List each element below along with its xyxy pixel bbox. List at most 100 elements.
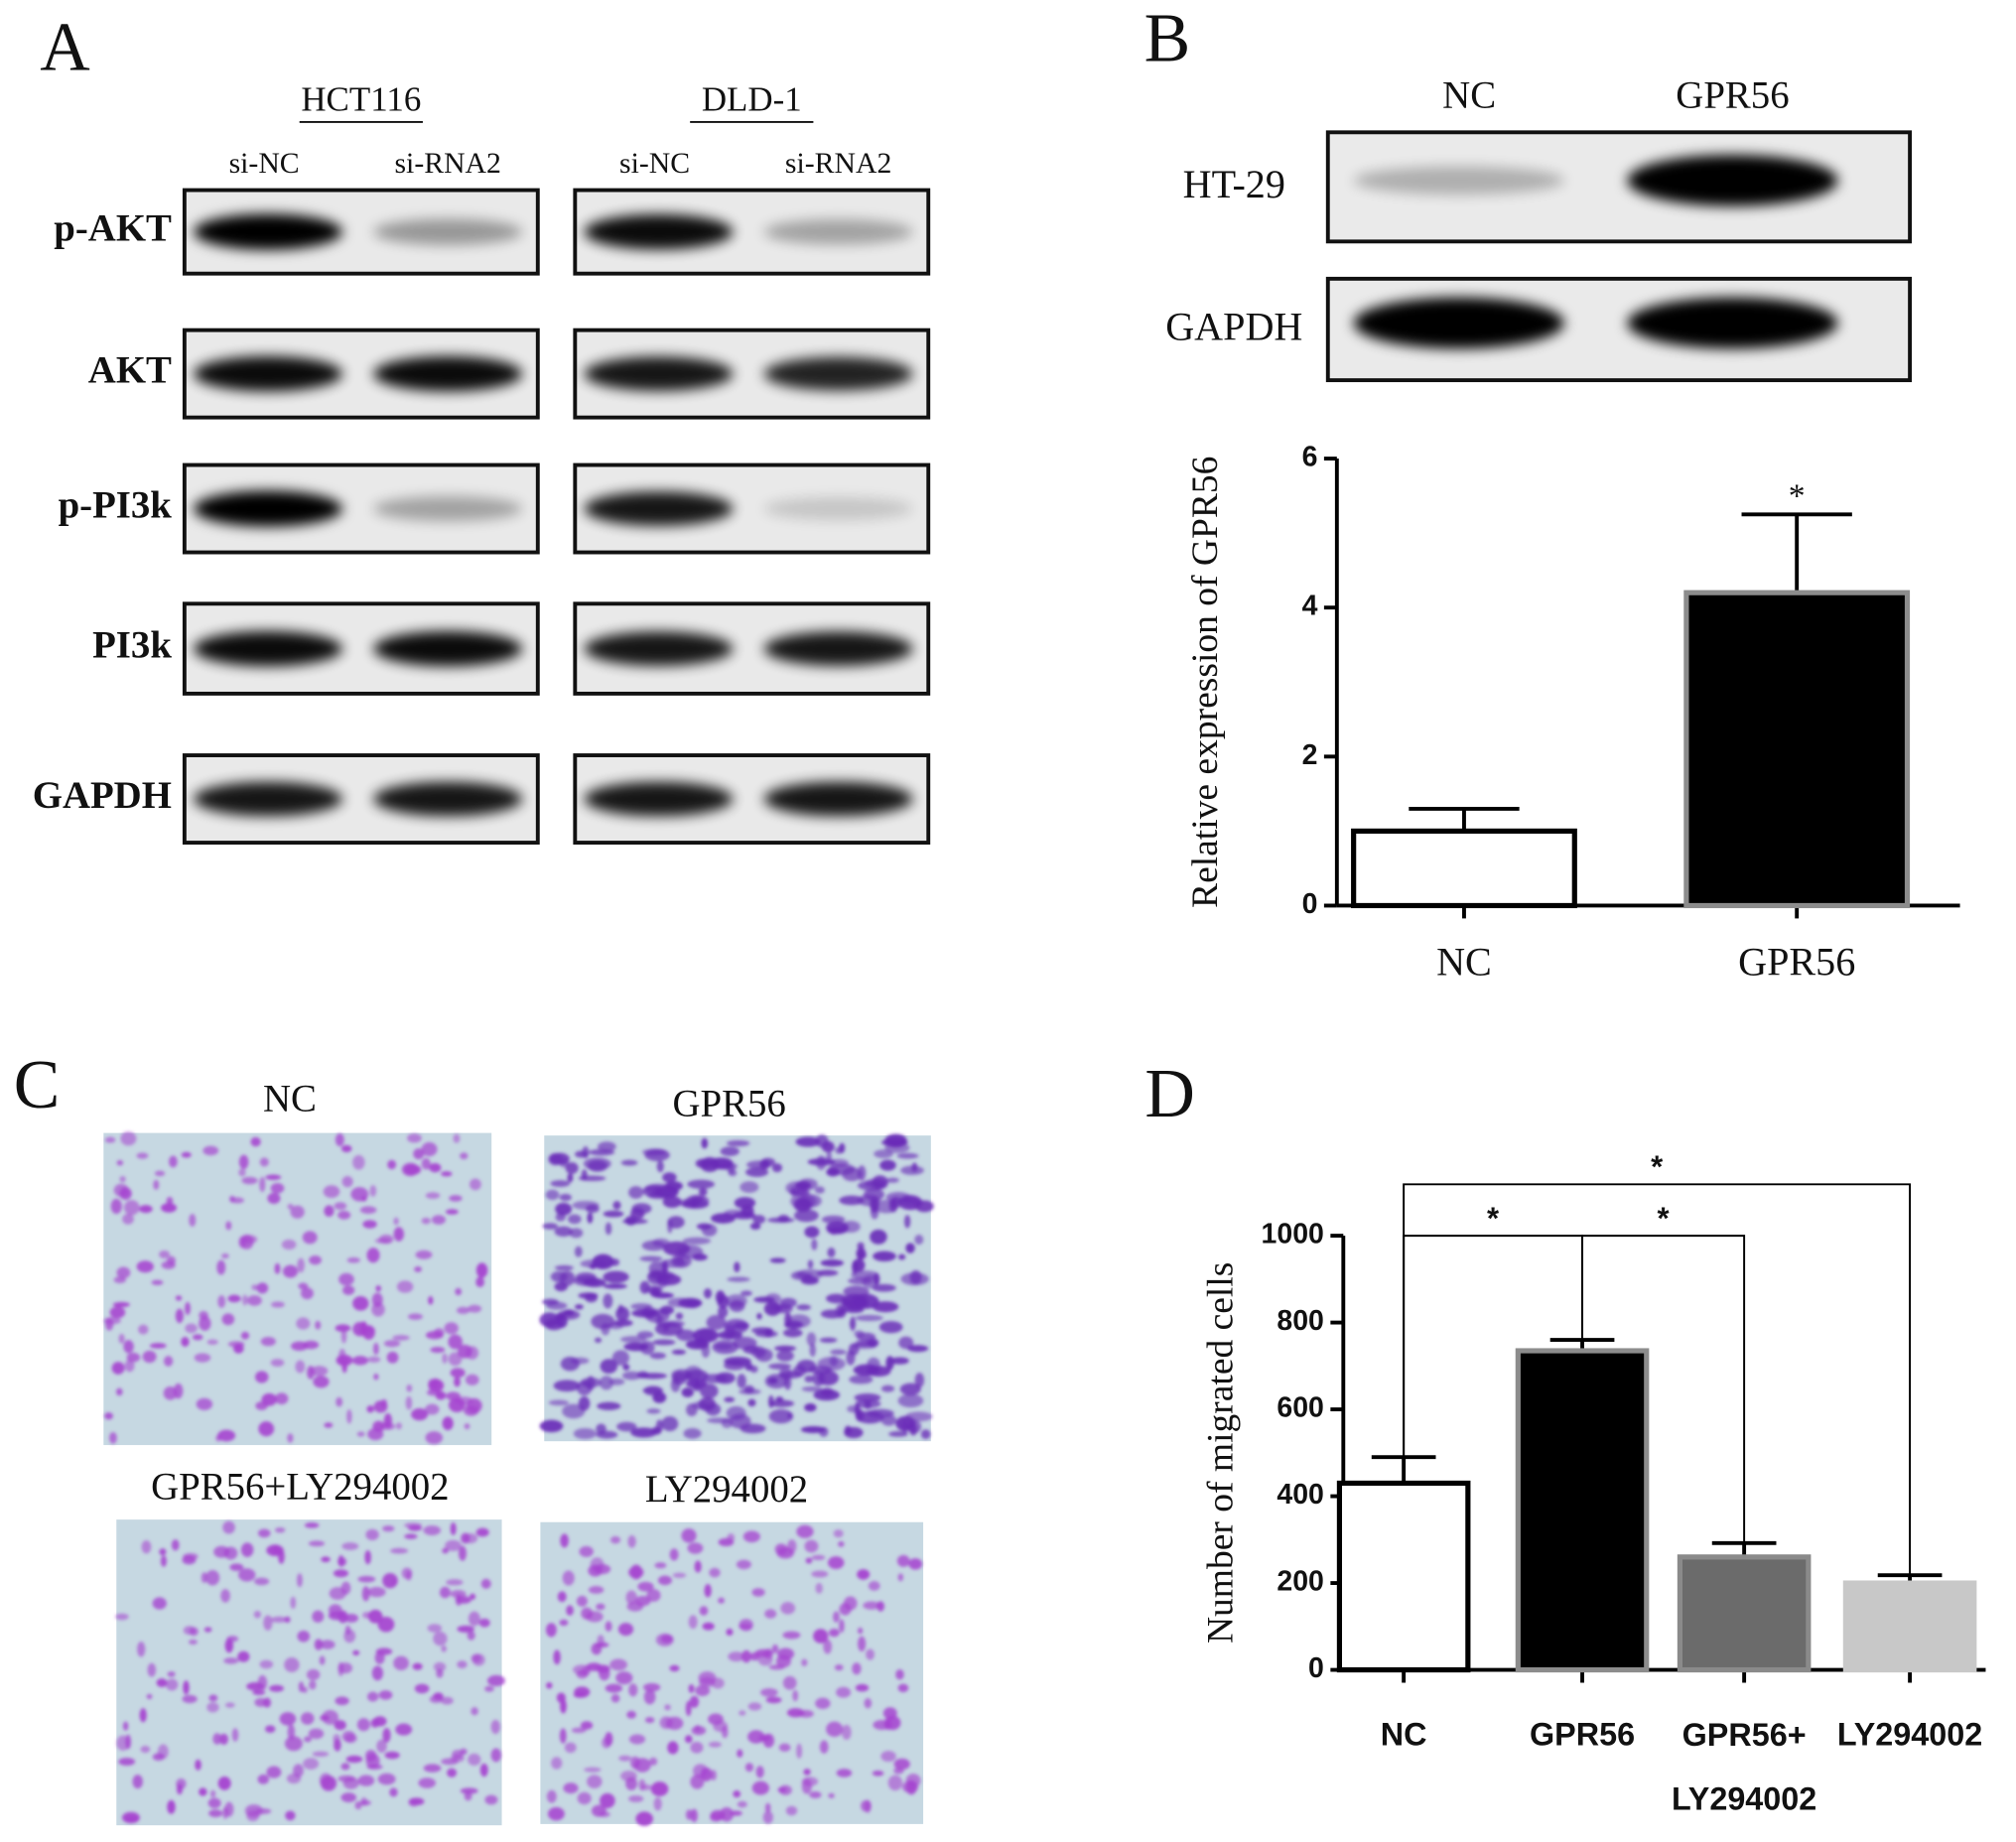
cell bbox=[139, 1708, 147, 1723]
cell bbox=[431, 1215, 446, 1225]
cell bbox=[570, 1357, 590, 1365]
cell bbox=[827, 1556, 845, 1569]
cell bbox=[652, 1238, 670, 1248]
cell bbox=[490, 1719, 500, 1735]
cell bbox=[366, 1405, 374, 1413]
cell bbox=[208, 1694, 218, 1702]
cell bbox=[356, 1718, 370, 1732]
cell bbox=[357, 1575, 376, 1583]
cell bbox=[864, 1697, 873, 1709]
cell bbox=[727, 1163, 736, 1174]
cell bbox=[324, 1422, 334, 1428]
cell bbox=[464, 1405, 479, 1416]
cell bbox=[644, 1183, 673, 1194]
cell bbox=[690, 1808, 698, 1823]
cell bbox=[406, 1384, 413, 1392]
cell bbox=[115, 1387, 123, 1396]
cell bbox=[547, 1806, 565, 1821]
cell bbox=[324, 1205, 335, 1217]
cell bbox=[670, 1378, 681, 1392]
cell bbox=[769, 1399, 795, 1407]
cell bbox=[659, 1716, 673, 1730]
cell bbox=[664, 1704, 671, 1711]
cell bbox=[760, 1687, 778, 1697]
cell bbox=[703, 1288, 713, 1299]
cell bbox=[195, 1759, 202, 1771]
cell bbox=[685, 1809, 693, 1820]
cell bbox=[367, 1691, 379, 1702]
cell bbox=[303, 1340, 320, 1350]
cell bbox=[897, 1253, 906, 1260]
micrograph-cells bbox=[103, 1131, 488, 1445]
cell bbox=[555, 1202, 573, 1216]
cell bbox=[208, 1809, 223, 1817]
cell bbox=[883, 1718, 892, 1730]
cell bbox=[124, 1359, 135, 1373]
cell bbox=[460, 1748, 468, 1756]
cell bbox=[681, 1528, 697, 1543]
cell bbox=[415, 1250, 433, 1259]
cell bbox=[646, 1588, 661, 1602]
cell bbox=[809, 1790, 822, 1798]
cell bbox=[897, 1573, 904, 1582]
cell bbox=[907, 1345, 929, 1353]
cell bbox=[167, 1671, 176, 1677]
cell bbox=[890, 1357, 909, 1365]
cell bbox=[297, 1631, 311, 1643]
cell bbox=[662, 1322, 670, 1332]
cell bbox=[795, 1136, 821, 1147]
cell bbox=[826, 1151, 833, 1161]
cell bbox=[763, 1647, 774, 1659]
cell bbox=[819, 1337, 838, 1344]
cell bbox=[596, 1423, 606, 1434]
cell bbox=[796, 1524, 814, 1538]
cell bbox=[238, 1236, 247, 1249]
cell bbox=[176, 1777, 187, 1789]
cell bbox=[257, 1774, 270, 1784]
cell bbox=[793, 1209, 819, 1223]
cell bbox=[338, 1349, 346, 1364]
x-tick-label: GPR56 bbox=[1530, 1716, 1635, 1752]
x-tick-label: NC bbox=[1381, 1716, 1427, 1752]
cell bbox=[430, 1347, 446, 1354]
cell bbox=[857, 1251, 868, 1259]
cell bbox=[652, 1339, 676, 1346]
cell bbox=[546, 1789, 557, 1803]
cell bbox=[296, 1317, 311, 1330]
cell bbox=[375, 1285, 382, 1292]
blot-band bbox=[373, 495, 523, 522]
cell bbox=[756, 1312, 762, 1320]
cell bbox=[637, 1581, 654, 1592]
cell bbox=[584, 1767, 602, 1773]
cell bbox=[801, 1658, 808, 1666]
cell bbox=[588, 1586, 605, 1594]
cell bbox=[565, 1161, 579, 1174]
cell bbox=[752, 1215, 766, 1225]
cell bbox=[323, 1185, 340, 1198]
cell bbox=[108, 1431, 117, 1444]
cell bbox=[425, 1431, 444, 1445]
cell bbox=[470, 1593, 476, 1600]
cell bbox=[603, 1283, 627, 1289]
cell bbox=[548, 1399, 570, 1406]
cell bbox=[185, 1301, 191, 1315]
cell bbox=[414, 1683, 430, 1694]
cell bbox=[373, 1374, 379, 1381]
cell bbox=[207, 1797, 221, 1809]
cell bbox=[819, 1426, 829, 1437]
cell bbox=[554, 1264, 574, 1271]
cell bbox=[686, 1299, 700, 1309]
cell bbox=[387, 1159, 397, 1170]
cell bbox=[286, 1773, 302, 1784]
cell bbox=[215, 1435, 221, 1442]
cell bbox=[900, 1165, 924, 1175]
cell bbox=[750, 1327, 773, 1334]
cell bbox=[787, 1412, 793, 1419]
cell bbox=[796, 1304, 811, 1311]
significance-label: * bbox=[1487, 1201, 1500, 1236]
cell bbox=[792, 1689, 799, 1702]
cell bbox=[458, 1545, 467, 1561]
cell bbox=[717, 1330, 743, 1340]
cell bbox=[578, 1175, 606, 1182]
cell bbox=[382, 1525, 395, 1532]
